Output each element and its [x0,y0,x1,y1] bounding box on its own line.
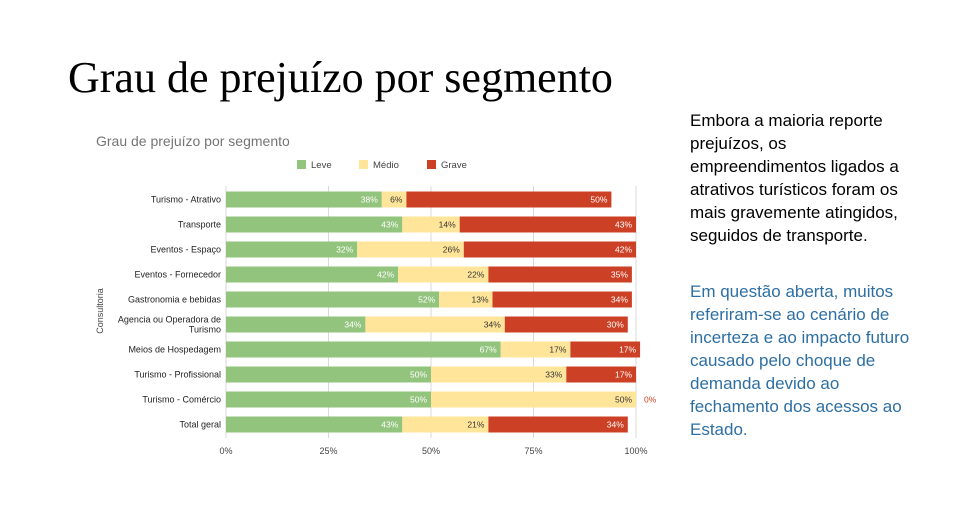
bar-segment [463,241,636,258]
x-tick-label: 75% [524,446,542,456]
bar-segment [226,341,501,358]
summary-line: mais gravemente atingidos, [690,203,898,222]
open-question-line: referiram-se ao cenário de [690,305,890,324]
bar-segment [402,416,489,433]
legend-swatch [297,160,306,169]
open-question-line: demanda devido ao [690,374,840,393]
data-label: 34% [611,295,628,305]
category-label: Turismo - Atrativo [151,195,221,205]
summary-line: atrativos turísticos foram os [690,180,898,199]
data-label: 50% [615,395,632,405]
legend-label: Leve [311,160,332,171]
data-label: 34% [484,320,501,330]
data-label: 17% [619,345,636,355]
data-label: 26% [443,245,460,255]
bar-segment [226,241,358,258]
bar-segment [439,291,493,308]
data-label: 43% [381,420,398,430]
category-label: Turismo - Comércio [142,395,221,405]
category-label: Agencia ou Operadora de Turismo [118,315,221,335]
data-label: 43% [381,220,398,230]
data-label: 52% [418,295,435,305]
legend-label: Grave [441,160,467,171]
legend-swatch [427,160,436,169]
bar-segment [431,391,636,408]
summary-line: seguidos de transporte. [690,226,868,245]
bar-segment [226,216,403,233]
data-label: 35% [611,270,628,280]
data-label: 30% [607,320,624,330]
open-question-paragraph: Em questão aberta, muitos referiram-se a… [690,280,960,441]
slide-title: Grau de prejuízo por segmento [68,53,613,102]
legend-label: Médio [373,160,399,171]
open-question-line: causado pelo choque de [690,351,876,370]
bar-segment [398,266,489,283]
stacked-bar-chart: 0% 25% 50% 75% 100% Leve Médio Grave Consultoria… [95,160,657,456]
bar-segment [226,316,366,333]
open-question-line: Em questão aberta, muitos [690,282,894,301]
open-question-line: incerteza e ao impacto futuro [690,328,910,347]
data-label: 21% [467,420,484,430]
summary-line: empreendimentos ligados a [690,157,899,176]
data-label: 17% [615,370,632,380]
data-label: 22% [467,270,484,280]
category-label: Turismo - Profissional [134,370,221,380]
bar-segment [406,191,612,208]
data-label: 43% [615,220,632,230]
category-label: Eventos - Fornecedor [134,270,221,280]
bar-segment [488,266,632,283]
data-label: 50% [410,370,427,380]
summary-line: prejuízos, os [690,134,787,153]
data-label: 67% [480,345,497,355]
bar-segment [365,316,505,333]
bar-segment [570,341,641,358]
bar-segment [504,316,628,333]
bar-segment [226,391,431,408]
category-label: Gastronomia e bebidas [128,295,222,305]
bar-segment [431,366,567,383]
x-tick-label: 50% [422,446,440,456]
data-label: 32% [336,245,353,255]
summary-paragraph: Embora a maioria reporte prejuízos, os e… [690,109,960,247]
bar-segment [402,216,460,233]
x-tick-label: 25% [319,446,337,456]
x-tick-label: 0% [219,446,232,456]
data-label: 13% [471,295,488,305]
data-label: 38% [361,195,378,205]
bar-segment [566,366,636,383]
bar-segment [226,291,440,308]
bar-segment [226,366,431,383]
data-label: 50% [410,395,427,405]
x-tick-label: 100% [624,446,647,456]
category-label: Transporte [178,220,221,230]
chart-title: Grau de prejuízo por segmento [96,133,290,149]
bar-segment [357,241,464,258]
bar-segment [459,216,636,233]
legend-swatch [359,160,368,169]
summary-line: Embora a maioria reporte [690,111,883,130]
data-label: 42% [615,245,632,255]
data-label: 0% [644,395,657,405]
y-axis-title: Consultoria [95,288,105,334]
bar-segment [500,341,571,358]
data-label: 17% [549,345,566,355]
data-label: 6% [390,195,403,205]
bar-segment [492,291,632,308]
category-label: Eventos - Espaço [150,245,221,255]
data-label: 14% [439,220,456,230]
data-label: 34% [344,320,361,330]
data-label: 50% [590,195,607,205]
bar-segment [381,191,407,208]
data-label: 33% [545,370,562,380]
open-question-line: Estado. [690,420,748,439]
bar-segment [226,191,382,208]
data-label: 34% [607,420,624,430]
category-label: Total geral [179,420,221,430]
bar-segment [488,416,628,433]
bar-segment [226,266,399,283]
category-label: Meios de Hospedagem [128,345,221,355]
bar-segment [226,416,403,433]
open-question-line: fechamento dos acessos ao [690,397,902,416]
data-label: 42% [377,270,394,280]
